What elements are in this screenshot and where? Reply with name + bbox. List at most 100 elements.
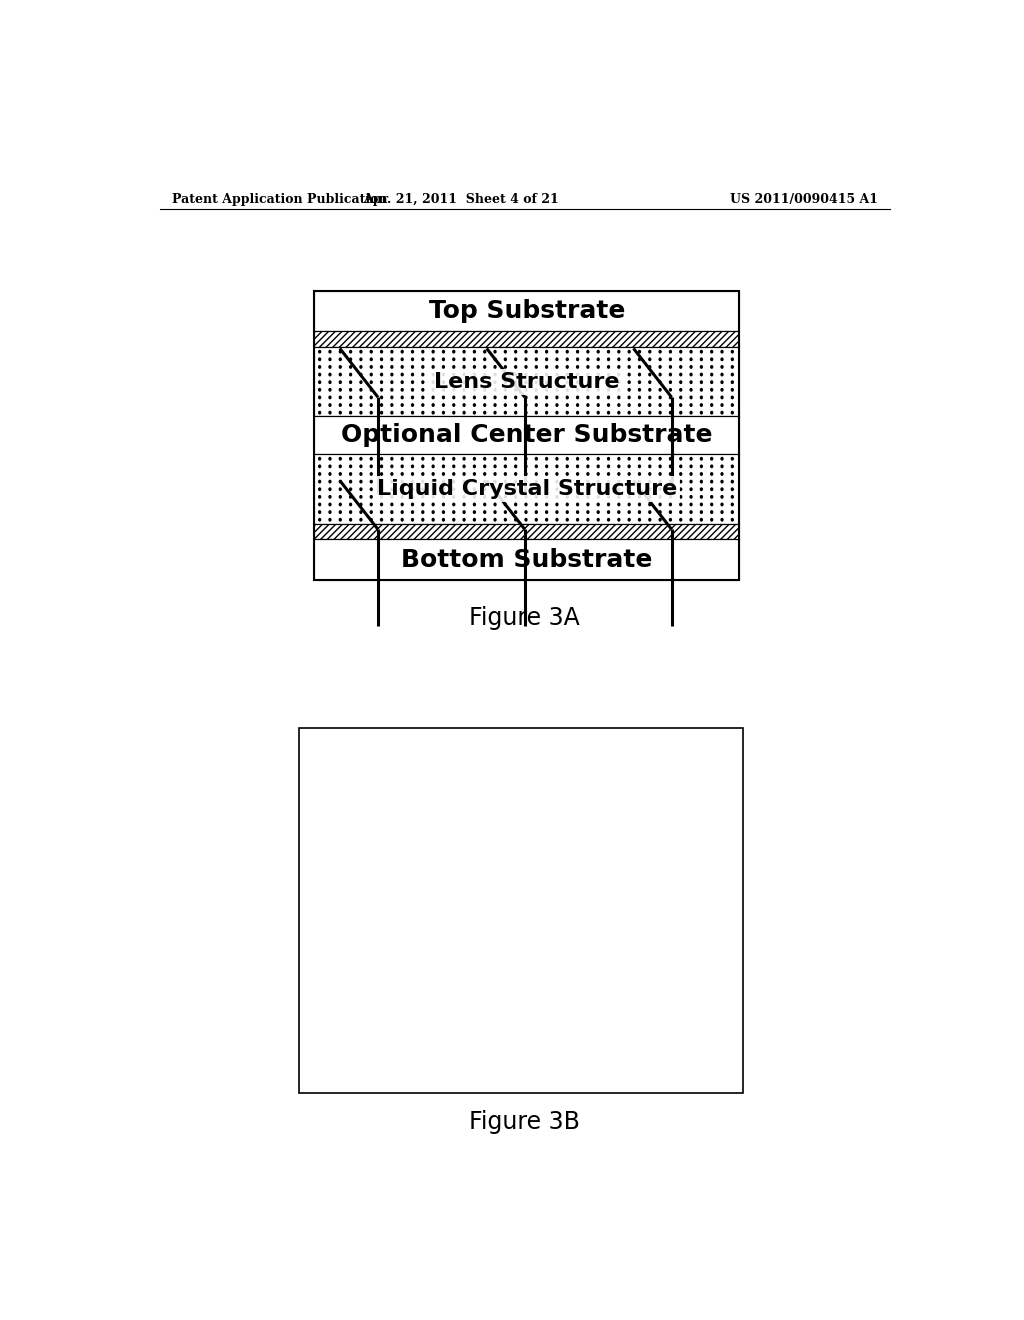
Circle shape [536, 358, 538, 360]
Circle shape [670, 519, 672, 521]
Circle shape [505, 511, 506, 513]
Circle shape [515, 396, 517, 399]
Circle shape [617, 381, 620, 383]
Circle shape [371, 511, 372, 513]
Circle shape [318, 351, 321, 352]
Circle shape [628, 473, 630, 475]
Circle shape [659, 519, 662, 521]
Circle shape [360, 388, 361, 391]
Circle shape [577, 381, 579, 383]
Circle shape [463, 396, 465, 399]
Circle shape [495, 458, 496, 459]
Circle shape [680, 511, 682, 513]
Circle shape [587, 465, 589, 467]
Circle shape [700, 465, 702, 467]
Circle shape [381, 381, 383, 383]
Circle shape [483, 480, 485, 483]
Circle shape [495, 366, 496, 368]
Circle shape [381, 374, 383, 376]
Circle shape [680, 488, 682, 491]
Circle shape [536, 488, 538, 491]
Circle shape [473, 495, 475, 498]
Circle shape [546, 366, 548, 368]
Circle shape [453, 351, 455, 352]
Circle shape [670, 351, 672, 352]
Circle shape [566, 465, 568, 467]
Circle shape [711, 458, 713, 459]
Bar [314, 540, 739, 581]
Circle shape [566, 473, 568, 475]
Circle shape [442, 351, 444, 352]
Circle shape [422, 388, 424, 391]
Circle shape [680, 458, 682, 459]
Circle shape [473, 503, 475, 506]
Circle shape [505, 458, 506, 459]
Circle shape [639, 503, 640, 506]
Bar [318, 752, 723, 1068]
Circle shape [700, 511, 702, 513]
Circle shape [329, 480, 331, 483]
Circle shape [463, 503, 465, 506]
Circle shape [628, 351, 630, 352]
Circle shape [546, 503, 548, 506]
Bar [314, 454, 739, 524]
Circle shape [556, 458, 558, 459]
Circle shape [442, 381, 444, 383]
Circle shape [670, 396, 672, 399]
Circle shape [690, 519, 692, 521]
Circle shape [700, 351, 702, 352]
Circle shape [597, 374, 599, 376]
Circle shape [495, 519, 496, 521]
Circle shape [349, 351, 351, 352]
Circle shape [670, 412, 672, 414]
Circle shape [442, 388, 444, 391]
Circle shape [483, 488, 485, 491]
Circle shape [556, 473, 558, 475]
Circle shape [525, 519, 527, 521]
Circle shape [442, 458, 444, 459]
Circle shape [721, 458, 723, 459]
Circle shape [659, 366, 662, 368]
Circle shape [339, 480, 341, 483]
Circle shape [381, 480, 383, 483]
Circle shape [639, 396, 640, 399]
Circle shape [566, 511, 568, 513]
Circle shape [453, 511, 455, 513]
Circle shape [721, 404, 723, 407]
Circle shape [525, 473, 527, 475]
Circle shape [577, 458, 579, 459]
Circle shape [339, 511, 341, 513]
Circle shape [473, 412, 475, 414]
Circle shape [670, 458, 672, 459]
Circle shape [391, 488, 393, 491]
Circle shape [670, 473, 672, 475]
Circle shape [432, 404, 434, 407]
Circle shape [617, 465, 620, 467]
Circle shape [731, 488, 733, 491]
Circle shape [318, 488, 321, 491]
Circle shape [700, 519, 702, 521]
Circle shape [607, 351, 609, 352]
Circle shape [463, 374, 465, 376]
Circle shape [711, 511, 713, 513]
Circle shape [587, 381, 589, 383]
Circle shape [360, 480, 361, 483]
Circle shape [339, 495, 341, 498]
Circle shape [515, 503, 517, 506]
Circle shape [329, 473, 331, 475]
Circle shape [731, 351, 733, 352]
Circle shape [391, 480, 393, 483]
Circle shape [639, 412, 640, 414]
Circle shape [628, 388, 630, 391]
Circle shape [515, 366, 517, 368]
Circle shape [525, 511, 527, 513]
Circle shape [412, 412, 414, 414]
Circle shape [711, 374, 713, 376]
Circle shape [329, 458, 331, 459]
Circle shape [318, 388, 321, 391]
Circle shape [473, 388, 475, 391]
Circle shape [597, 412, 599, 414]
Circle shape [577, 480, 579, 483]
Circle shape [318, 473, 321, 475]
Circle shape [463, 381, 465, 383]
